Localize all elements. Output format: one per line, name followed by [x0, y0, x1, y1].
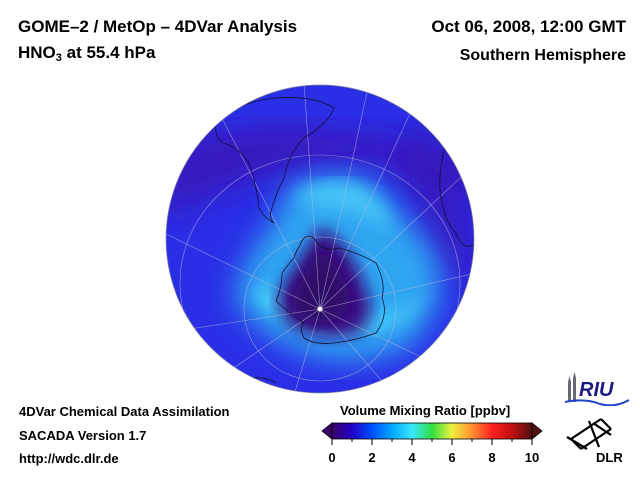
- colorbar-tick-0: 0: [328, 450, 336, 465]
- riu-text: RIU: [579, 379, 614, 401]
- colorbar: [321, 422, 543, 445]
- globe-map: [165, 84, 475, 394]
- colorbar-tick-8: 8: [488, 450, 496, 465]
- river-icon: [565, 399, 630, 406]
- datetime-label: Oct 06, 2008, 12:00 GMT: [431, 17, 626, 36]
- species-label: HNO: [18, 43, 56, 62]
- map-subtitle: HNO3 at 55.4 hPa: [18, 43, 155, 64]
- low-ratio-band-east: [394, 123, 474, 283]
- pressure-level: at 55.4 hPa: [66, 43, 156, 62]
- cathedral-icon: [568, 372, 576, 402]
- footer-url[interactable]: http://wdc.dlr.de: [19, 451, 119, 466]
- colorbar-tick-4: 4: [408, 450, 416, 465]
- dlr-logo: DLR: [566, 418, 623, 465]
- footer-assimilation: 4DVar Chemical Data Assimilation: [19, 404, 230, 419]
- footer-version: SACADA Version 1.7: [19, 428, 147, 443]
- colorbar-tick-6: 6: [448, 450, 456, 465]
- region-label: Southern Hemisphere: [459, 47, 626, 64]
- colorbar-tick-2: 2: [368, 450, 376, 465]
- riu-logo: RIU: [565, 372, 630, 406]
- south-america-coastline: [215, 97, 335, 224]
- colorbar-title: Volume Mixing Ratio [ppbv]: [340, 403, 511, 418]
- dlr-text: DLR: [596, 450, 623, 465]
- dlr-emblem-icon: [566, 418, 612, 450]
- colorbar-low-extension: [321, 422, 333, 440]
- antarctica-coastline: [275, 236, 385, 344]
- colorbar-high-extension: [531, 422, 543, 440]
- colorbar-tick-10: 10: [524, 450, 540, 465]
- south-pole-marker: [317, 306, 323, 312]
- polar-vortex-core: [291, 248, 352, 323]
- colorbar-gradient: [331, 422, 533, 440]
- species-subscript: 3: [55, 52, 62, 64]
- high-ratio-collar-upper: [294, 181, 394, 233]
- globe-outline: [165, 84, 475, 394]
- low-ratio-band: [166, 127, 474, 223]
- graticule: [166, 85, 474, 393]
- map-title: GOME–2 / MetOp – 4DVar Analysis: [18, 17, 298, 36]
